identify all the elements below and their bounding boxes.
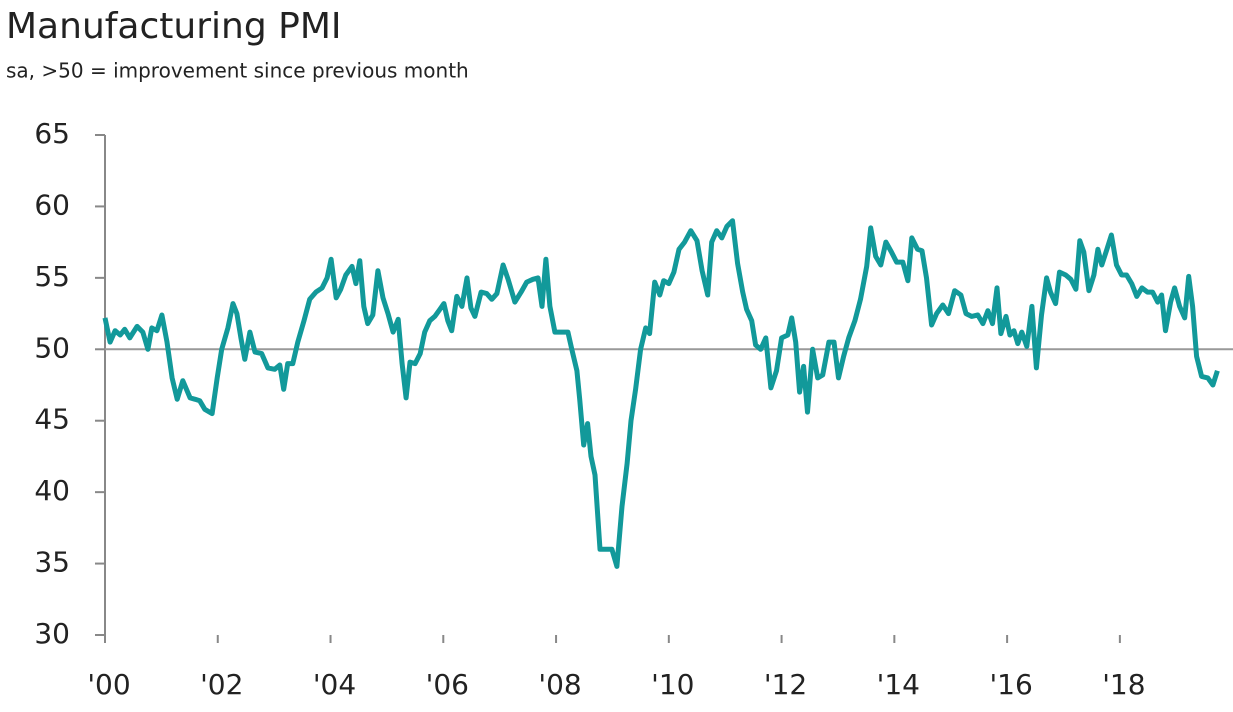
- data-line: [102, 218, 1220, 569]
- y-tick-label: 60: [34, 188, 70, 221]
- y-tick-label: 55: [34, 260, 70, 293]
- y-tick-label: 35: [34, 546, 70, 579]
- x-tick-label: '00: [87, 668, 130, 701]
- y-tick-label: 30: [34, 617, 70, 650]
- x-tick-label: '14: [877, 668, 920, 701]
- x-tick-label: '12: [764, 668, 807, 701]
- chart-title: Manufacturing PMI: [6, 6, 342, 47]
- y-tick-label: 40: [34, 474, 70, 507]
- x-tick-label: '04: [313, 668, 356, 701]
- x-tick-label: '16: [989, 668, 1032, 701]
- y-tick-label: 45: [34, 403, 70, 436]
- x-tick-label: '06: [426, 668, 469, 701]
- y-tick-label: 50: [34, 331, 70, 364]
- chart-subtitle: sa, >50 = improvement since previous mon…: [6, 59, 469, 83]
- x-tick-label: '08: [538, 668, 581, 701]
- x-tick-label: '02: [200, 668, 243, 701]
- x-tick-label: '18: [1102, 668, 1145, 701]
- x-tick-label: '10: [651, 668, 694, 701]
- y-tick-label: 65: [34, 117, 70, 150]
